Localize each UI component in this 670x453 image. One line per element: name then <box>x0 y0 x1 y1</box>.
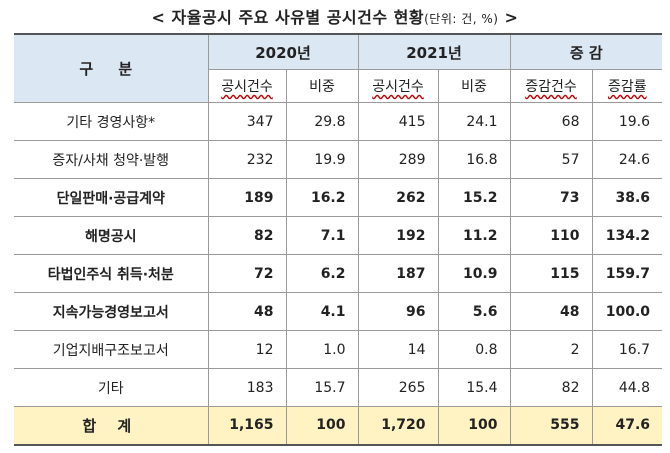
row-value: 14 <box>357 330 439 369</box>
total-value: 1,165 <box>207 406 287 445</box>
header-2021: 2021년 <box>357 33 511 70</box>
row-value: 29.8 <box>285 102 359 141</box>
subheader-share-2021: 비중 <box>437 69 511 103</box>
row-value: 100.0 <box>591 292 663 331</box>
subheader-share-2020: 비중 <box>285 69 359 103</box>
row-value: 183 <box>207 368 287 407</box>
row-value: 19.9 <box>285 140 359 179</box>
subheader-count-2020-text: 공시건수 <box>221 79 273 95</box>
row-value: 110 <box>509 216 593 255</box>
total-value: 555 <box>509 406 593 445</box>
row-value: 38.6 <box>591 178 663 217</box>
row-label: 해명공시 <box>14 216 209 255</box>
table-row: 기타 경영사항* 347 29.8 415 24.1 68 19.6 <box>14 102 663 141</box>
row-value: 73 <box>509 178 593 217</box>
row-value: 4.1 <box>285 292 359 331</box>
row-value: 1.0 <box>285 330 359 369</box>
total-label: 합 계 <box>14 406 209 445</box>
row-value: 82 <box>509 368 593 407</box>
total-value: 1,720 <box>357 406 439 445</box>
table-row: 기업지배구조보고서 12 1.0 14 0.8 2 16.7 <box>14 330 663 369</box>
row-label: 기타 경영사항* <box>14 102 209 141</box>
table-row: 기타 183 15.7 265 15.4 82 44.8 <box>14 368 663 407</box>
total-value: 100 <box>437 406 511 445</box>
row-label: 기타 <box>14 368 209 407</box>
row-value: 187 <box>357 254 439 293</box>
subheader-change-count-text: 증감건수 <box>525 79 577 95</box>
row-value: 16.8 <box>437 140 511 179</box>
row-value: 134.2 <box>591 216 663 255</box>
subheader-count-2020: 공시건수 <box>208 69 287 103</box>
title-main: < 자율공시 주요 사유별 공시건수 현황 <box>151 8 425 27</box>
total-value: 100 <box>285 406 359 445</box>
row-value: 10.9 <box>437 254 511 293</box>
subheader-count-2021: 공시건수 <box>357 69 439 103</box>
row-value: 5.6 <box>437 292 511 331</box>
header-2020: 2020년 <box>207 33 359 70</box>
row-value: 68 <box>509 102 593 141</box>
table-title: < 자율공시 주요 사유별 공시건수 현황(단위: 건, %) > <box>0 4 670 28</box>
table-row: 증자/사채 청약·발행 232 19.9 289 16.8 57 24.6 <box>14 140 663 179</box>
row-label: 지속가능경영보고서 <box>14 292 209 331</box>
row-value: 0.8 <box>437 330 511 369</box>
row-value: 189 <box>207 178 287 217</box>
row-value: 262 <box>357 178 439 217</box>
row-value: 48 <box>207 292 287 331</box>
total-row: 합 계 1,165 100 1,720 100 555 47.6 <box>14 406 663 445</box>
table-row: 지속가능경영보고서 48 4.1 96 5.6 48 100.0 <box>14 292 663 331</box>
row-value: 159.7 <box>591 254 663 293</box>
row-value: 16.7 <box>591 330 663 369</box>
row-value: 44.8 <box>591 368 663 407</box>
row-value: 57 <box>509 140 593 179</box>
row-value: 96 <box>357 292 439 331</box>
row-value: 24.6 <box>591 140 663 179</box>
row-value: 232 <box>207 140 287 179</box>
subheader-change-rate: 증감률 <box>591 69 663 103</box>
title-close: > <box>498 8 519 27</box>
row-value: 72 <box>207 254 287 293</box>
row-value: 15.4 <box>437 368 511 407</box>
row-value: 289 <box>357 140 439 179</box>
row-value: 2 <box>509 330 593 369</box>
subheader-change-rate-text: 증감률 <box>607 79 647 95</box>
row-label: 기업지배구조보고서 <box>14 330 209 369</box>
subheader-count-2021-text: 공시건수 <box>372 79 424 95</box>
row-value: 11.2 <box>437 216 511 255</box>
row-value: 7.1 <box>285 216 359 255</box>
row-value: 15.2 <box>437 178 511 217</box>
row-value: 115 <box>509 254 593 293</box>
header-change: 증 감 <box>509 33 663 70</box>
row-value: 12 <box>207 330 287 369</box>
row-value: 347 <box>207 102 287 141</box>
header-category: 구 분 <box>14 33 209 103</box>
row-value: 192 <box>357 216 439 255</box>
table-row: 타법인주식 취득·처분 72 6.2 187 10.9 115 159.7 <box>14 254 663 293</box>
row-value: 82 <box>207 216 287 255</box>
title-unit: (단위: 건, %) <box>424 12 499 26</box>
row-value: 24.1 <box>437 102 511 141</box>
total-value: 47.6 <box>591 406 663 445</box>
row-label: 단일판매·공급계약 <box>14 178 209 217</box>
row-label: 증자/사채 청약·발행 <box>14 140 209 179</box>
row-value: 415 <box>357 102 439 141</box>
row-label: 타법인주식 취득·처분 <box>14 254 209 293</box>
table-row: 해명공시 82 7.1 192 11.2 110 134.2 <box>14 216 663 255</box>
row-value: 265 <box>357 368 439 407</box>
subheader-change-count: 증감건수 <box>509 69 593 103</box>
row-value: 6.2 <box>285 254 359 293</box>
row-value: 15.7 <box>285 368 359 407</box>
disclosure-table: 구 분 2020년 2021년 증 감 공시건수 비중 공시건수 비중 증감건수… <box>14 33 663 446</box>
row-value: 16.2 <box>285 178 359 217</box>
table-row: 단일판매·공급계약 189 16.2 262 15.2 73 38.6 <box>14 178 663 217</box>
row-value: 19.6 <box>591 102 663 141</box>
row-value: 48 <box>509 292 593 331</box>
